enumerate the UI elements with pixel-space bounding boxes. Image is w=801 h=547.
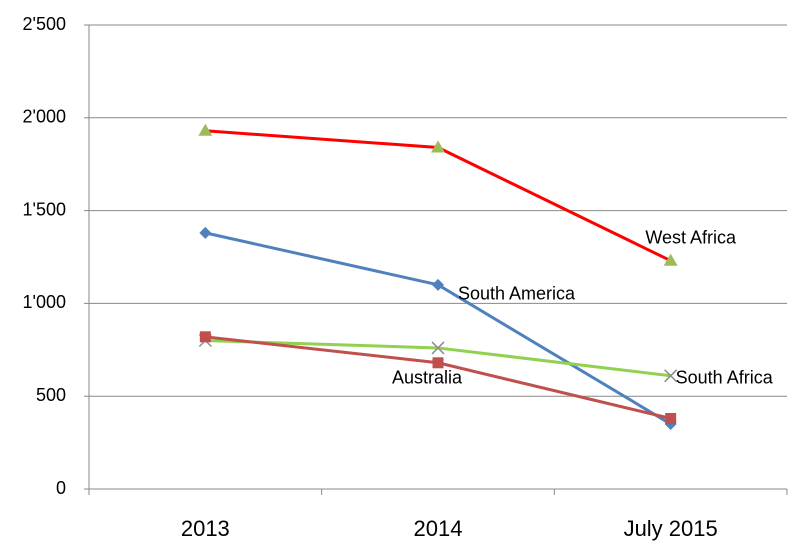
marker	[431, 341, 445, 355]
series-label: South America	[458, 284, 576, 304]
x-tick-label: July 2015	[624, 516, 718, 541]
series-label: Australia	[392, 368, 463, 388]
series-line	[205, 231, 672, 426]
marker	[198, 123, 213, 136]
marker	[199, 226, 212, 239]
marker	[665, 412, 677, 424]
y-tick-label: 2'500	[23, 14, 66, 34]
marker	[664, 369, 678, 383]
series-label: West Africa	[645, 227, 737, 247]
x-tick-label: 2014	[414, 516, 463, 541]
marker	[663, 253, 678, 266]
marker	[431, 140, 445, 153]
series-label: South Africa	[676, 368, 774, 388]
y-tick-label: 500	[36, 385, 66, 405]
marker	[432, 278, 444, 291]
y-tick-label: 1'500	[23, 199, 66, 219]
x-tick-label: 2013	[181, 516, 230, 541]
y-tick-label: 1'000	[23, 292, 66, 312]
y-tick-label: 2'000	[23, 107, 66, 127]
y-tick-label: 0	[56, 478, 66, 498]
marker	[432, 357, 444, 369]
marker	[199, 331, 211, 343]
